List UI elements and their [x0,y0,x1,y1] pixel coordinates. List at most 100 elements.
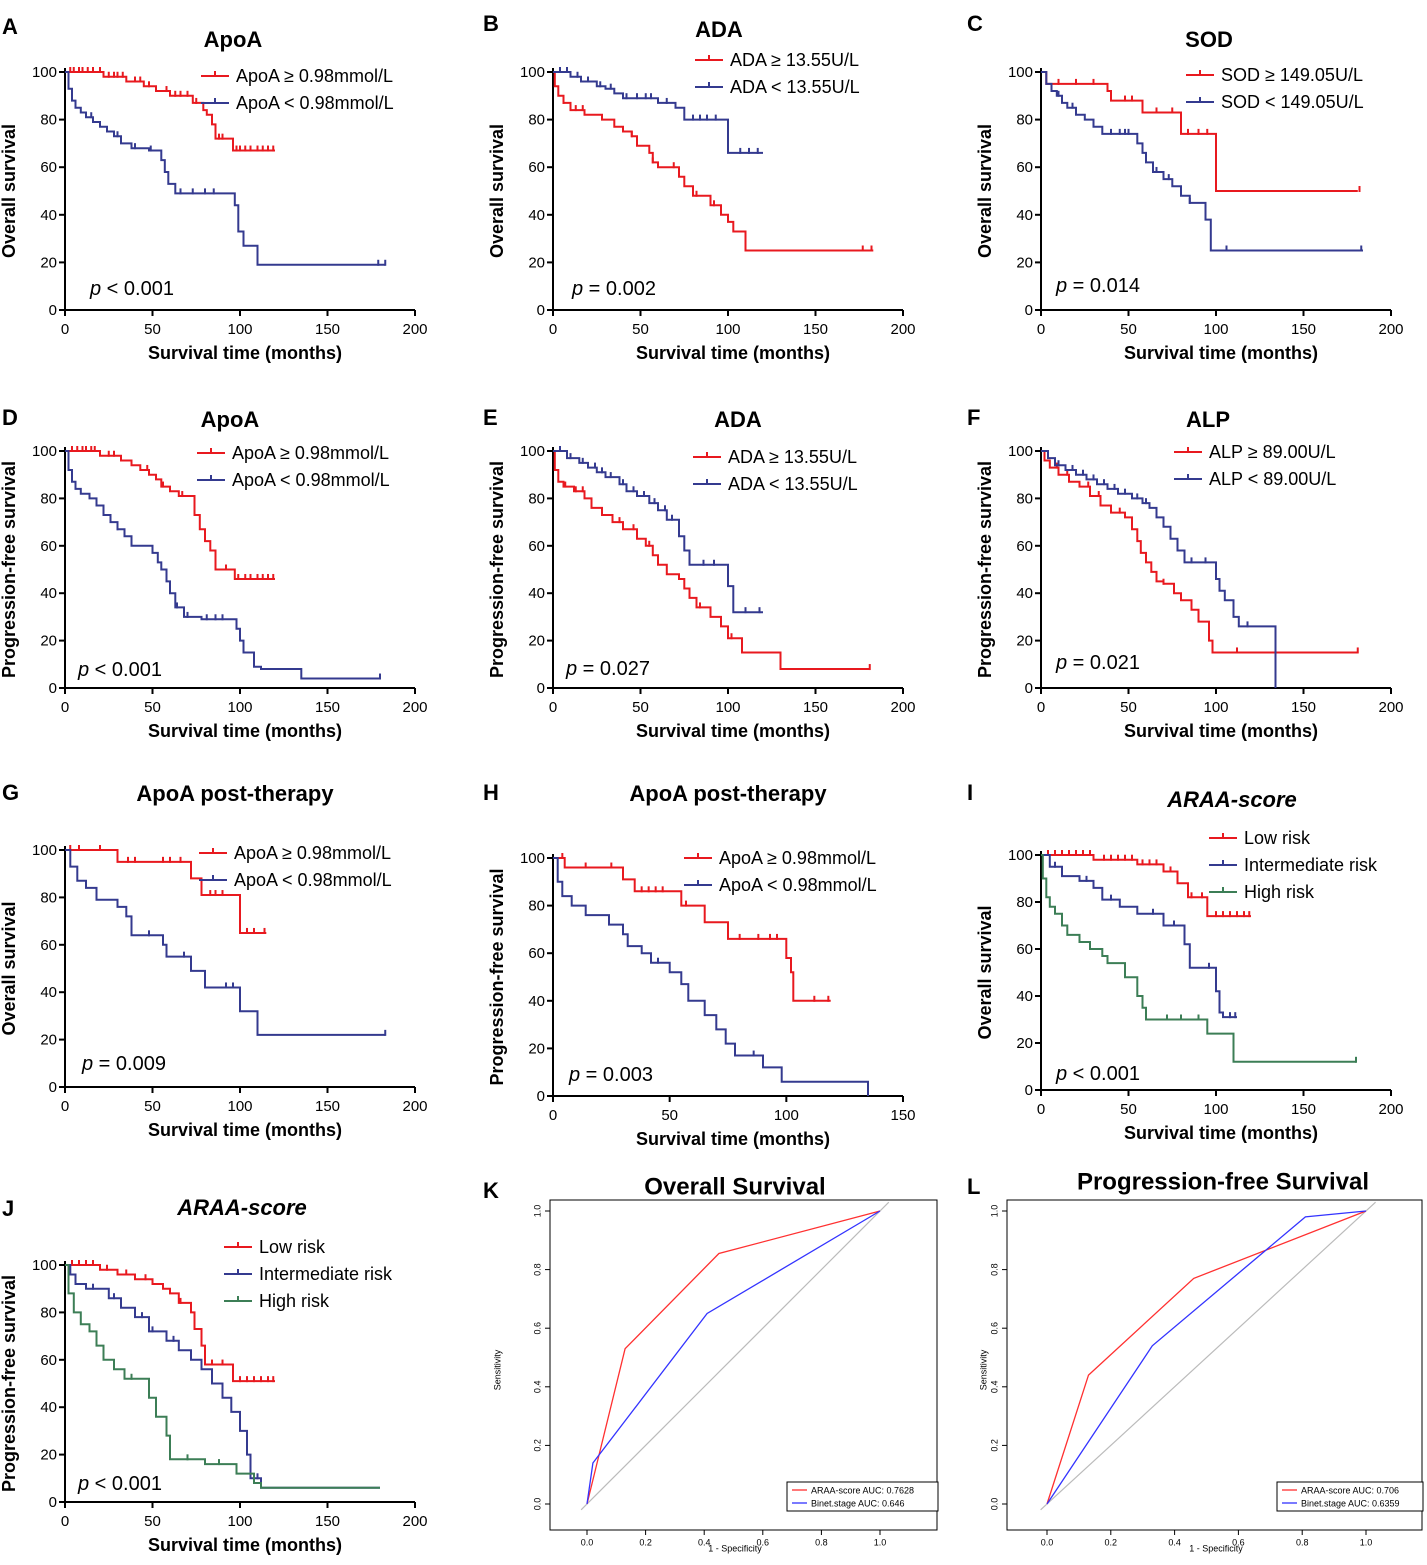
x-tick-label: 50 [144,1513,161,1530]
x-tick-label: 200 [402,699,427,716]
x-tick-label: 200 [890,699,915,716]
x-tick-label: 200 [890,321,915,338]
y-tick-label: 60 [40,937,57,954]
panel-letter: B [483,11,499,36]
chart-title: ApoA post-therapy [629,781,827,806]
x-tick-label: 150 [1291,1101,1316,1118]
x-tick-label: 150 [803,321,828,338]
x-tick-label: 0 [61,1513,69,1530]
y-tick-label: 40 [1016,585,1033,602]
y-tick-label: 20 [1016,254,1033,271]
x-axis-label: Survival time (months) [1124,1123,1318,1143]
chart-title: ApoA [204,27,263,52]
y-tick-label: 80 [528,898,545,915]
y-tick-label: 0.8 [989,1263,999,1276]
y-tick-label: 40 [528,585,545,602]
x-axis-label: Survival time (months) [148,1535,342,1555]
legend-label: Binet.stage AUC: 0.646 [811,1498,905,1508]
y-axis-label: Overall survival [487,124,507,258]
x-axis-label: Survival time (months) [148,1120,342,1140]
y-tick-label: 100 [520,64,545,81]
chart-title: ADA [714,407,762,432]
y-tick-label: 0.0 [532,1498,542,1511]
x-tick-label: 150 [315,321,340,338]
km-curve-red [65,450,275,580]
panel-H: H ApoA post-therapy 0 20 40 60 80 100 0 50 100 150 S… [483,780,916,1149]
km-curve-blue [553,71,763,154]
x-tick-label: 100 [715,321,740,338]
x-tick-label: 0 [1037,321,1045,338]
y-tick-label: 60 [528,945,545,962]
x-tick-label: 0.6 [757,1537,770,1547]
x-tick-label: 200 [402,1513,427,1530]
x-tick-label: 50 [1120,321,1137,338]
x-tick-label: 200 [1378,321,1403,338]
y-tick-label: 100 [1008,847,1033,864]
x-tick-label: 100 [227,1098,252,1115]
x-tick-label: 100 [1203,321,1228,338]
panel-letter: H [483,780,499,805]
km-curve-blue [65,71,386,266]
x-axis-label: Survival time (months) [1124,721,1318,741]
y-axis-label: Overall survival [0,901,19,1035]
x-tick-label: 1.0 [874,1537,887,1547]
panel-letter: C [967,11,983,36]
panel-B: B ADA 0 20 40 60 80 100 0 50 100 150 200 Survival tim… [483,11,916,363]
chart-title: SOD [1185,27,1233,52]
legend-label: SOD ≥ 149.05U/L [1221,65,1363,85]
y-tick-label: 80 [1016,490,1033,507]
x-tick-label: 100 [774,1107,799,1124]
x-tick-label: 100 [227,321,252,338]
roc-curve [1046,1210,1367,1505]
y-tick-label: 20 [40,633,57,650]
x-tick-label: 0 [1037,699,1045,716]
y-tick-label: 0.2 [989,1439,999,1452]
km-curve-blue [65,849,386,1036]
y-tick-label: 20 [1016,1035,1033,1052]
x-tick-label: 200 [402,1098,427,1115]
y-tick-label: 60 [1016,159,1033,176]
y-tick-label: 100 [32,64,57,81]
legend-box [1276,1481,1424,1512]
x-tick-label: 1.0 [1360,1537,1373,1547]
p-value: p < 0.001 [77,659,162,681]
x-tick-label: 0.8 [1296,1537,1309,1547]
x-tick-label: 50 [144,699,161,716]
y-tick-label: 80 [40,889,57,906]
x-tick-label: 200 [1378,699,1403,716]
y-tick-label: 80 [40,1304,57,1321]
km-curve-blue [553,857,869,1096]
legend-label: ApoA ≥ 0.98mmol/L [719,848,876,868]
x-tick-label: 100 [1203,699,1228,716]
panel-letter: F [967,405,980,430]
x-tick-label: 0 [1037,1101,1045,1118]
legend-label: ALP ≥ 89.00U/L [1209,442,1336,462]
p-value: p = 0.002 [571,278,656,300]
x-tick-label: 150 [315,1098,340,1115]
roc-curve [586,1210,881,1505]
panel-I: I ARAA-score 0 20 40 60 80 100 0 50 100 150 200 Survi… [967,780,1404,1143]
x-tick-label: 50 [661,1107,678,1124]
y-tick-label: 80 [40,490,57,507]
y-tick-label: 20 [40,1032,57,1049]
x-tick-label: 150 [890,1107,915,1124]
p-value: p = 0.003 [568,1064,653,1086]
x-axis-label: Survival time (months) [636,343,830,363]
y-tick-label: 80 [1016,894,1033,911]
legend-label: High risk [259,1291,330,1311]
chart-title: ARAA-score [176,1195,307,1220]
y-tick-label: 40 [40,585,57,602]
y-tick-label: 20 [528,633,545,650]
panel-D: D ApoA 0 20 40 60 80 100 0 50 100 150 200 Survival ti… [0,405,428,741]
legend-label: Intermediate risk [1244,855,1378,875]
km-curve-blue [65,450,380,680]
x-tick-label: 50 [1120,699,1137,716]
y-tick-label: 0 [1025,302,1033,319]
legend-label: ALP < 89.00U/L [1209,469,1336,489]
km-curve-green [65,1264,380,1489]
x-tick-label: 200 [402,321,427,338]
x-tick-label: 150 [1291,699,1316,716]
km-curve-red [1041,450,1358,654]
y-tick-label: 20 [40,254,57,271]
legend-label: Low risk [1244,828,1311,848]
